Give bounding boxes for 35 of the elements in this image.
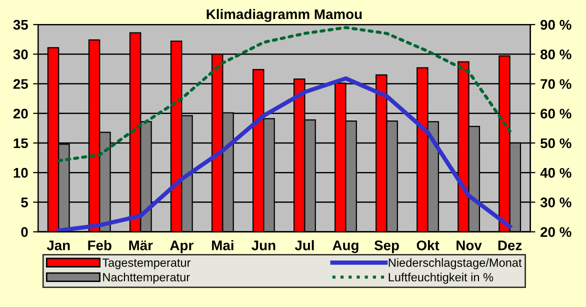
legend-label: Tagestemperatur — [102, 258, 191, 270]
x-tick-label: Dez — [498, 240, 522, 250]
y-tick-label: 25 — [13, 79, 28, 89]
y-tick-label: 15 — [14, 138, 28, 148]
y2-tick-label: 20 % — [540, 227, 572, 237]
y2-tick-label: 50 % — [540, 138, 572, 148]
y2-tick-label: 90 % — [540, 20, 572, 30]
legend-label: Luftfeuchtigkeit in % — [388, 272, 494, 284]
y-tick-label: 35 — [13, 20, 28, 30]
y2-tick-label: 30 % — [540, 198, 572, 208]
line-series — [57, 26, 512, 162]
y-tick-label: 20 — [13, 108, 28, 119]
y2-tick-label: 60 % — [540, 108, 572, 119]
x-tick-label: Apr — [170, 240, 194, 254]
x-tick-label: Mai — [212, 240, 234, 250]
x-tick-label: Jan — [46, 240, 70, 250]
x-tick-label: Feb — [88, 240, 112, 250]
x-tick-label: Jul — [294, 240, 314, 250]
legend-label: Niederschlagstage/Monat — [388, 258, 522, 270]
line-series — [56, 76, 512, 232]
y-tick-label: 0 — [21, 227, 28, 237]
y-tick-label: 30 — [13, 50, 28, 60]
chart-title: Klimadiagramm Mamou — [206, 8, 362, 22]
legend-label: Nachttemperatur — [103, 272, 190, 284]
y-tick-label: 5 — [21, 198, 28, 208]
y2-tick-label: 80 % — [540, 50, 572, 60]
y2-tick-label: 70 % — [540, 79, 572, 89]
y2-tick-label: 40 % — [540, 168, 572, 178]
x-tick-label: Nov — [456, 240, 482, 250]
x-tick-label: Okt — [416, 240, 440, 250]
y-tick-label: 10 — [14, 168, 28, 178]
x-tick-label: Aug — [332, 240, 358, 254]
x-tick-label: Sep — [374, 240, 399, 254]
x-tick-label: Mär — [129, 240, 153, 250]
x-tick-label: Jun — [252, 240, 276, 250]
